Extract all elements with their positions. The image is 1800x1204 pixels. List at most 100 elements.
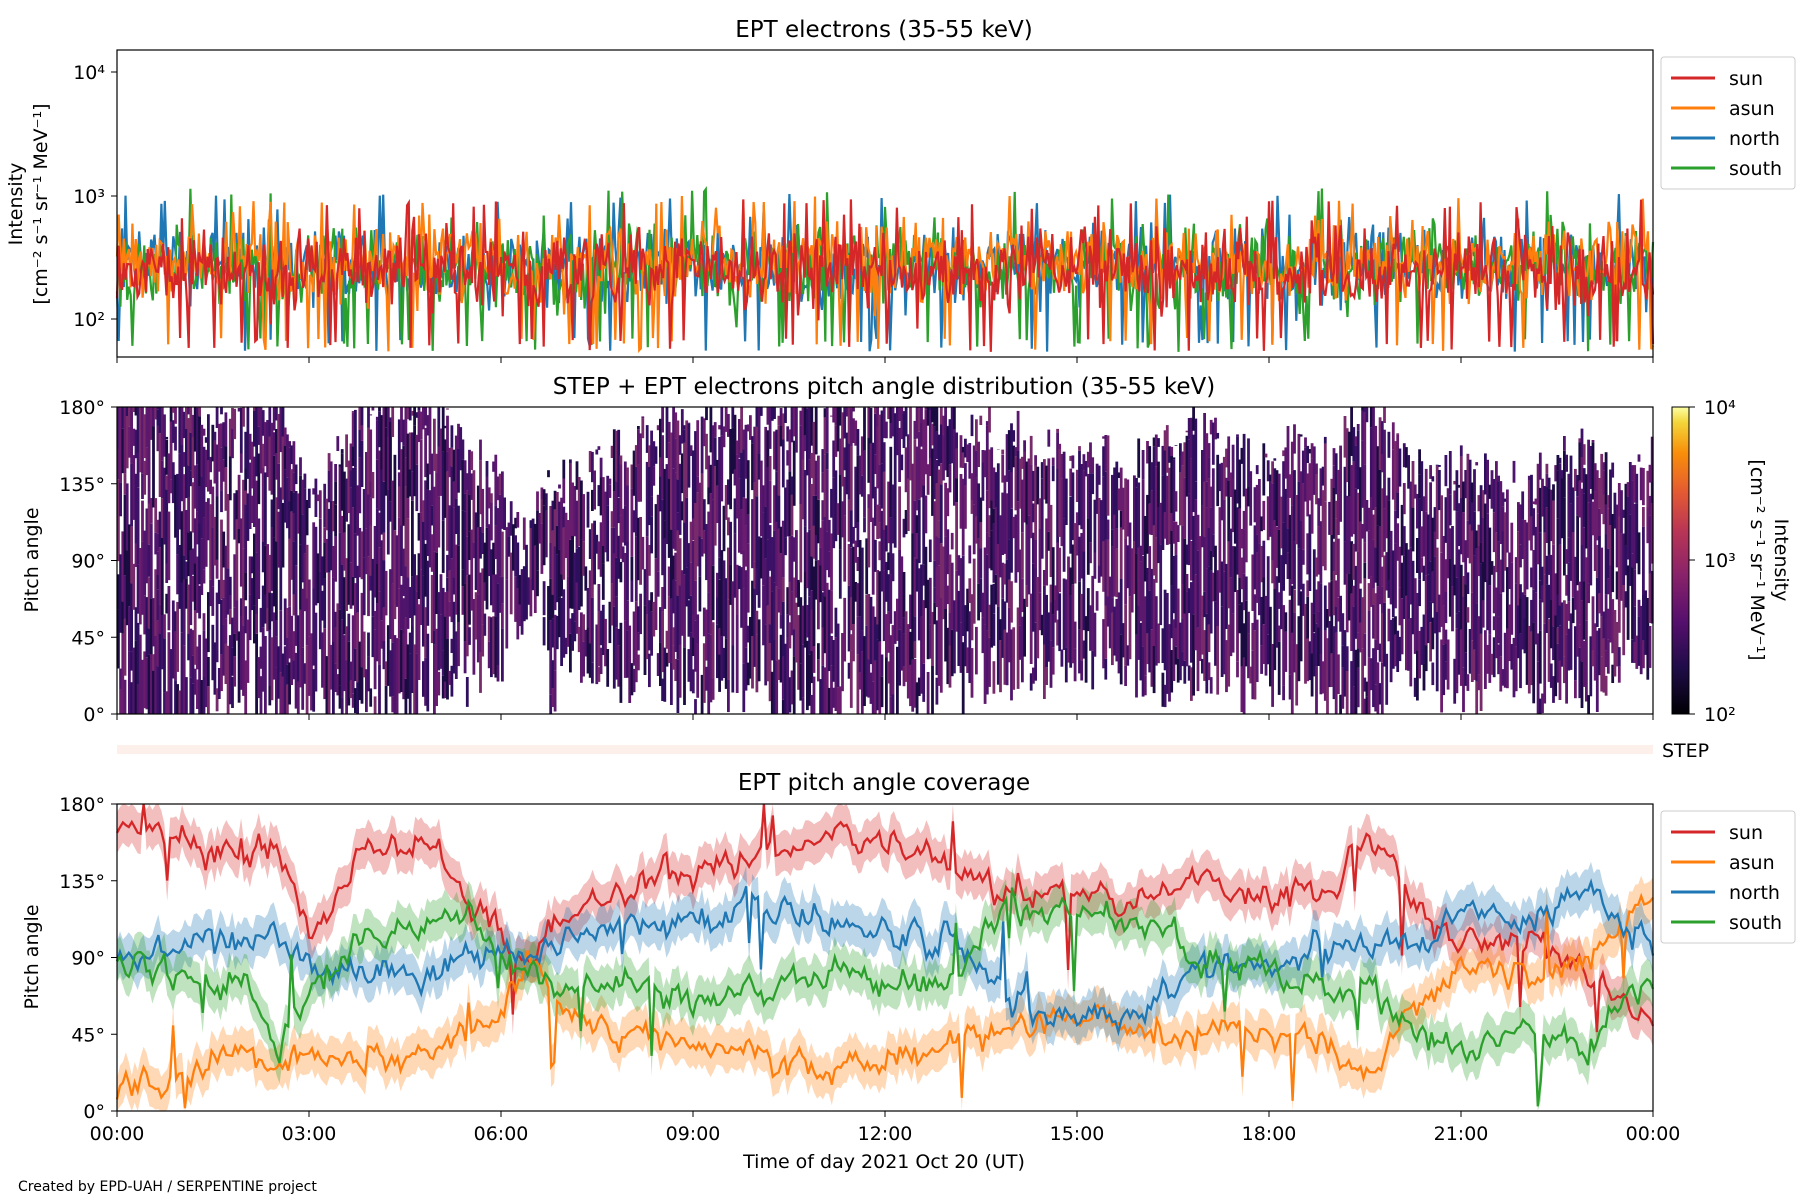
heatmap-cell: [863, 451, 866, 518]
heatmap-cell: [889, 575, 892, 624]
heatmap-cell: [1256, 465, 1259, 474]
heatmap-cell: [1142, 450, 1145, 480]
heatmap-cell: [1638, 532, 1641, 574]
heatmap-cell: [1600, 548, 1603, 617]
heatmap-cell: [602, 564, 605, 600]
heatmap-cell: [466, 677, 469, 707]
heatmap-cell: [885, 422, 888, 439]
heatmap-cell: [620, 456, 623, 465]
heatmap-cell: [1107, 435, 1110, 515]
heatmap-cell: [694, 699, 697, 714]
heatmap-cell: [946, 488, 949, 516]
heatmap-cell: [308, 489, 311, 508]
heatmap-cell: [905, 407, 908, 436]
heatmap-cell: [442, 521, 445, 573]
panel3-ytick-label: 180°: [59, 794, 105, 816]
heatmap-cell: [784, 538, 787, 556]
heatmap-cell: [299, 457, 302, 475]
heatmap-cell: [883, 442, 886, 472]
heatmap-cell: [620, 465, 623, 516]
panel2-ylabel: Pitch angle: [21, 507, 43, 612]
heatmap-cell: [1346, 646, 1349, 671]
heatmap-cell: [501, 628, 504, 681]
heatmap-cell: [631, 581, 634, 602]
heatmap-cell: [688, 423, 691, 424]
heatmap-cell: [922, 600, 925, 664]
heatmap-cell: [696, 614, 699, 643]
heatmap-cell: [993, 661, 996, 694]
heatmap-cell: [457, 546, 460, 623]
heatmap-cell: [988, 407, 991, 433]
heatmap-cell: [1157, 438, 1160, 447]
heatmap-cell: [1642, 468, 1645, 505]
heatmap-cell: [1368, 611, 1371, 657]
heatmap-cell: [975, 627, 978, 675]
credit-text: Created by EPD-UAH / SERPENTINE project: [18, 1179, 317, 1195]
panel3-xtick-label: 00:00: [1626, 1123, 1681, 1145]
panel1-title: EPT electrons (35-55 keV): [735, 17, 1032, 43]
heatmap-cell: [124, 680, 127, 714]
heatmap-cell: [501, 604, 504, 629]
heatmap-cell: [1017, 411, 1020, 451]
heatmap-cell: [1302, 550, 1305, 565]
heatmap-cell: [1539, 631, 1542, 684]
panel3-ylabel: Pitch angle: [21, 904, 43, 1009]
heatmap-cell: [451, 425, 454, 448]
heatmap-cell: [1363, 563, 1366, 579]
heatmap-cell: [1157, 462, 1160, 507]
heatmap-cell: [295, 465, 298, 485]
heatmap-cell: [1324, 437, 1327, 444]
panel3-xtick-label: 00:00: [90, 1123, 145, 1145]
heatmap-cell: [949, 464, 952, 492]
heatmap-cell: [699, 577, 702, 612]
heatmap-cell: [1034, 539, 1037, 568]
heatmap-cell: [1045, 667, 1048, 685]
heatmap-cell: [1058, 593, 1061, 651]
heatmap-cell: [168, 586, 171, 630]
heatmap-cell: [631, 557, 634, 581]
heatmap-cell: [609, 479, 612, 485]
heatmap-cell: [971, 415, 974, 436]
panel3-xlabel: Time of day 2021 Oct 20 (UT): [742, 1151, 1025, 1173]
heatmap-cell: [964, 485, 967, 529]
heatmap-cell: [1247, 438, 1250, 462]
legend-label-asun: asun: [1729, 852, 1775, 874]
heatmap-cell: [341, 697, 344, 714]
heatmap-cell: [490, 502, 493, 540]
panel3-xtick-label: 18:00: [1242, 1123, 1297, 1145]
heatmap-cell: [554, 670, 557, 711]
heatmap-cell: [1034, 455, 1037, 465]
heatmap-cell: [1607, 639, 1610, 673]
heatmap-cell: [637, 426, 640, 429]
heatmap-cell: [347, 614, 350, 642]
heatmap-cell: [1074, 622, 1077, 649]
heatmap-cell: [1563, 436, 1566, 451]
heatmap-cell: [1094, 613, 1097, 657]
heatmap-cell: [394, 455, 397, 530]
panel3-xtick-label: 15:00: [1050, 1123, 1105, 1145]
heatmap-cell: [383, 533, 386, 560]
heatmap-cell: [152, 426, 155, 507]
heatmap-cell: [850, 447, 853, 511]
colorbar: 10² 10³ 10⁴ Intensity [cm⁻² s⁻¹ sr⁻¹ MeV…: [1672, 397, 1792, 726]
heatmap-cell: [562, 479, 565, 504]
heatmap-cell: [558, 485, 561, 489]
heatmap-cell: [163, 638, 166, 692]
heatmap-cell: [361, 407, 364, 426]
heatmap-cell: [124, 619, 127, 676]
colorbar-label-line1: Intensity: [1770, 519, 1792, 602]
heatmap-cell: [760, 407, 763, 416]
panel3-xtick-label: 12:00: [858, 1123, 913, 1145]
heatmap-cell: [1159, 544, 1162, 625]
heatmap-cell: [843, 515, 846, 581]
heatmap-cell: [1052, 458, 1055, 466]
heatmap-cell: [655, 446, 658, 463]
heatmap-cell: [696, 420, 699, 477]
heatmap-cell: [1175, 445, 1178, 446]
heatmap-cell: [1488, 528, 1491, 586]
heatmap-cell: [1315, 464, 1318, 475]
heatmap-cell: [545, 511, 548, 557]
heatmap-cell: [462, 440, 465, 460]
heatmap-cell: [1431, 476, 1434, 481]
heatmap-cell: [648, 654, 651, 687]
